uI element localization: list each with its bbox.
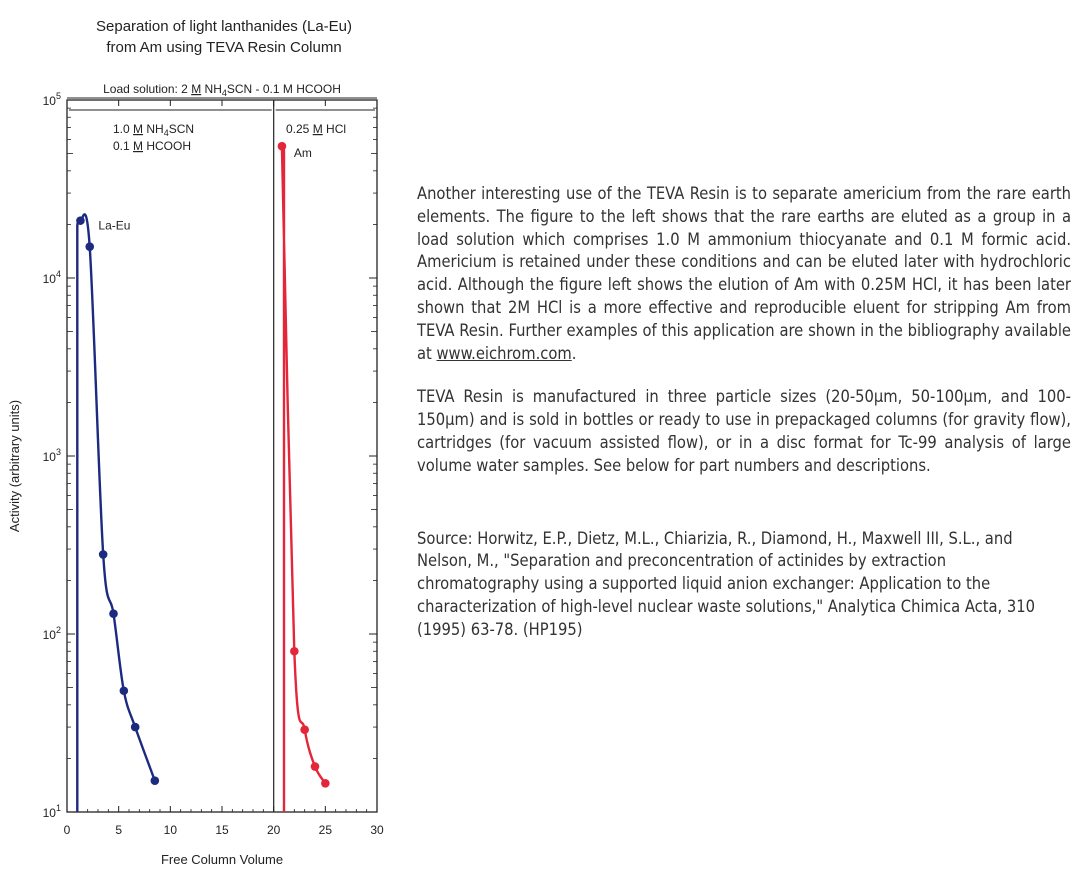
series-label-am: Am [294, 146, 312, 160]
data-point-la-eu [130, 722, 140, 732]
x-tick-label: 25 [319, 823, 333, 837]
load-solution-label: Load solution: 2 M NH4SCN - 0.1 M HCOOH [103, 82, 341, 98]
source-citation: Source: Horwitz, E.P., Dietz, M.L., Chia… [417, 528, 1036, 639]
x-tick-label: 10 [164, 823, 178, 837]
x-tick-label: 0 [64, 823, 71, 837]
x-tick-label: 15 [215, 823, 229, 837]
eichrom-link[interactable]: www.eichrom.com [436, 343, 572, 363]
chart-svg: Separation of light lanthanides (La-Eu) f… [7, 18, 384, 867]
data-point-am [300, 725, 309, 734]
data-point-am [290, 646, 299, 656]
y-tick-label: 101 [43, 803, 61, 820]
paragraph-1-end: . [571, 343, 577, 363]
x-axis-label: Free Column Volume [161, 852, 283, 867]
data-point-la-eu [109, 609, 118, 619]
data-point-am [321, 778, 330, 788]
data-point-la-eu [98, 550, 108, 559]
description-column: Another interesting use of the TEVA Resi… [417, 183, 1071, 642]
chart-title-line-1: Separation of light lanthanides (La-Eu) [96, 18, 352, 35]
data-point-am [277, 141, 287, 151]
load-eluent-line-1: 1.0 M NH4SCN [113, 122, 194, 138]
load-eluent-line-2: 0.1 M HCOOH [113, 139, 191, 153]
series-label-la-eu: La-Eu [98, 219, 130, 233]
description-paragraph-1: Another interesting use of the TEVA Resi… [417, 183, 1071, 365]
series-line-la-eu [76, 213, 156, 812]
y-axis-label: Activity (arbitrary units) [7, 400, 22, 532]
data-point-la-eu [76, 216, 85, 225]
data-point-la-eu [150, 776, 160, 785]
data-point-la-eu [119, 686, 129, 696]
chart-figure: Separation of light lanthanides (La-Eu) f… [0, 0, 400, 877]
plot-frame [66, 99, 378, 813]
description-paragraph-2: TEVA Resin is manufactured in three part… [417, 387, 1071, 475]
series-line-am [280, 144, 327, 812]
y-tick-label: 105 [43, 91, 61, 108]
data-point-am [310, 762, 320, 771]
y-tick-label: 102 [43, 625, 61, 642]
y-tick-label: 104 [43, 269, 61, 286]
chart-title-line-2: from Am using TEVA Resin Column [106, 39, 341, 56]
strip-eluent-label: 0.25 M HCl [286, 122, 346, 136]
data-point-la-eu [85, 242, 95, 251]
y-tick-label: 103 [43, 447, 61, 464]
x-tick-label: 20 [267, 823, 281, 837]
paragraph-1-text: Another interesting use of the TEVA Resi… [417, 184, 1071, 363]
x-tick-label: 5 [115, 823, 122, 837]
x-tick-label: 30 [370, 823, 384, 837]
